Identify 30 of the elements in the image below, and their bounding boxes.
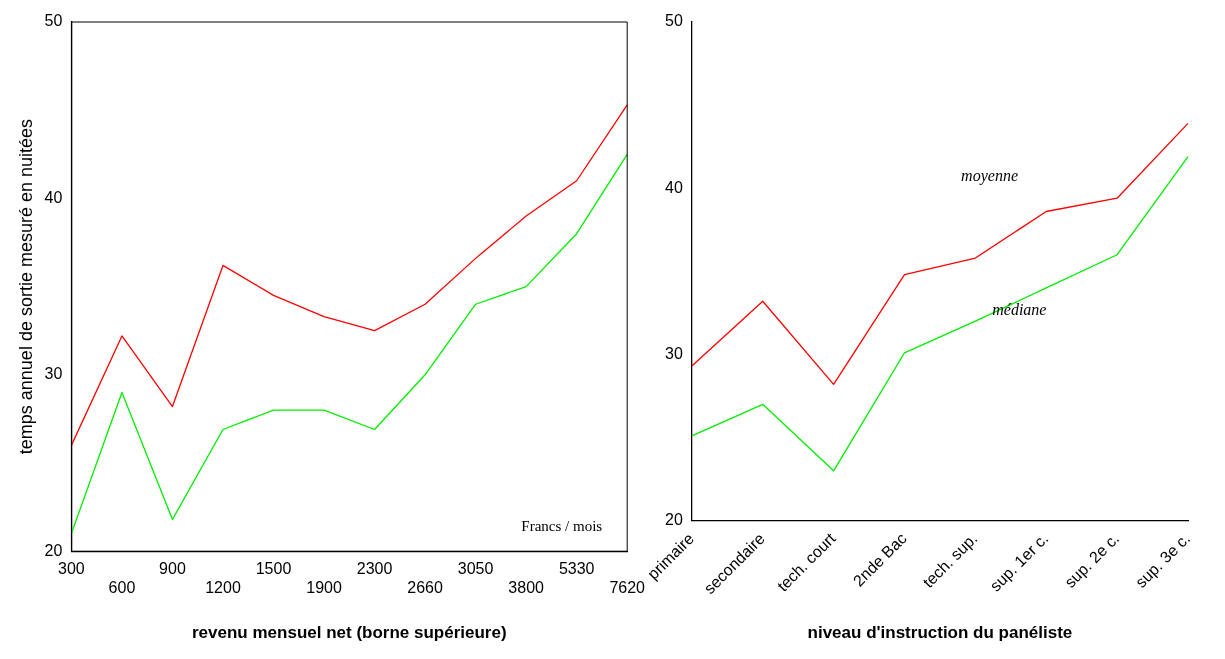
annotation: moyenne bbox=[961, 166, 1018, 185]
y-tick-label: 30 bbox=[665, 344, 683, 362]
x-tick-label: 300 bbox=[58, 560, 85, 578]
x-tick-label: 2300 bbox=[356, 560, 393, 578]
x-tick-label: sup. 1er c. bbox=[986, 529, 1052, 595]
x-tick-label: 3800 bbox=[508, 579, 545, 597]
y-tick-label: 50 bbox=[44, 12, 63, 30]
x-tick-label: 1500 bbox=[255, 560, 292, 578]
x-tick-label: 600 bbox=[108, 579, 136, 597]
y-tick-label: 50 bbox=[665, 12, 683, 30]
x-tick-label: 3050 bbox=[457, 560, 494, 578]
y-tick-label: 20 bbox=[665, 511, 683, 529]
y-axis-title: temps annuel de sortie mesuré en nuitées bbox=[15, 119, 36, 455]
x-tick-label: 900 bbox=[159, 560, 186, 578]
x-tick-label: tech. sup. bbox=[919, 529, 981, 591]
y-tick-label: 30 bbox=[44, 365, 63, 383]
x-axis-title: revenu mensuel net (borne supérieure) bbox=[192, 623, 507, 643]
y-tick-label: 40 bbox=[665, 178, 683, 196]
x-axis-title: niveau d'instruction du panéliste bbox=[807, 623, 1073, 643]
x-tick-label: 1900 bbox=[306, 579, 342, 597]
y-tick-label: 20 bbox=[44, 541, 63, 559]
y-tick-label: 40 bbox=[44, 188, 63, 206]
x-tick-label: 2660 bbox=[407, 579, 443, 597]
x-tick-label: 5330 bbox=[558, 560, 595, 578]
annotation: Francs / mois bbox=[521, 518, 603, 535]
x-tick-label: 7620 bbox=[609, 579, 646, 597]
annotation: médiane bbox=[992, 301, 1047, 319]
x-tick-label: sup. 2e c. bbox=[1061, 529, 1123, 591]
x-tick-label: 1200 bbox=[205, 579, 241, 597]
x-tick-label: sup. 3e c. bbox=[1132, 529, 1194, 591]
